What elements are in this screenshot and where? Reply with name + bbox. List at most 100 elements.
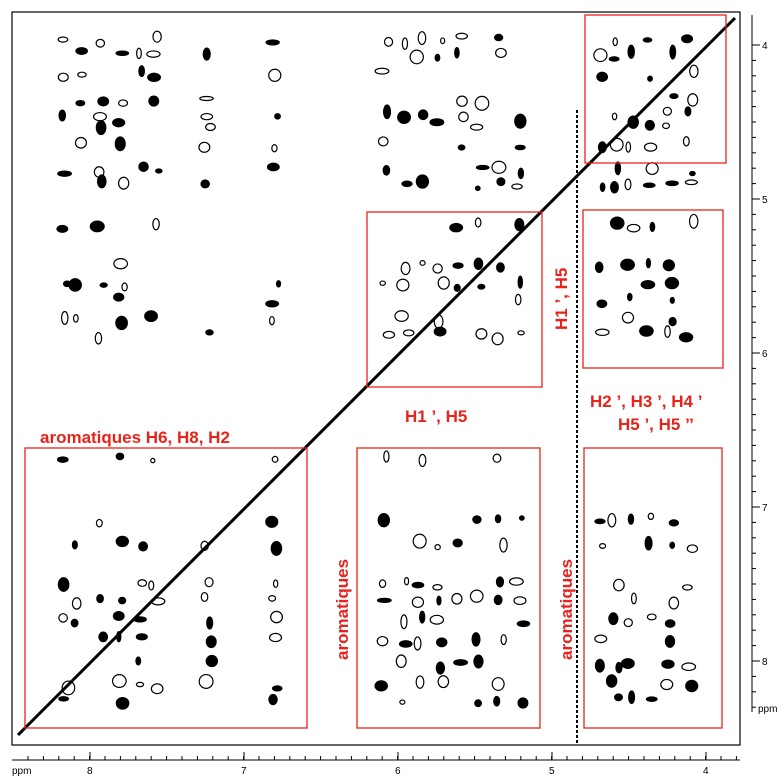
peak [613,578,625,592]
peak [115,535,129,548]
peak [662,259,675,272]
peak [664,634,676,648]
peak [378,579,387,589]
peak [270,610,283,624]
unit-label: ppm [758,704,777,715]
peak [640,280,656,290]
peak [514,144,526,151]
peak [112,118,126,128]
region-box [582,209,724,369]
peak [72,313,79,323]
peak [146,50,161,58]
peak [647,75,653,82]
peak [642,37,653,43]
peak [491,332,504,346]
peak [496,177,506,187]
peak [57,36,69,43]
peak [411,596,425,608]
tick-label: 8 [87,766,93,777]
peak [496,262,505,273]
peak [686,544,699,554]
peak [608,612,619,626]
peak [432,584,443,591]
peak [642,182,656,189]
peak [455,32,469,40]
peak [417,31,427,46]
peak [150,457,156,464]
peak [135,681,145,688]
peak [475,328,488,340]
peak [453,659,468,666]
region-label: aromatiques H6, H8, H2 [40,428,230,447]
peak [508,577,524,586]
peak [682,136,690,147]
peak [376,597,392,603]
peak [58,109,67,122]
peak [202,47,211,61]
peak [268,594,277,602]
peak [115,50,130,56]
peak [409,49,424,65]
peak [274,113,281,120]
peak [456,95,468,107]
peak [612,37,618,47]
peak [415,174,430,189]
peak [198,141,211,153]
peak [94,331,103,345]
peak [400,614,408,630]
peak [678,332,694,343]
peak [147,72,162,82]
peak [608,56,620,62]
region-box [584,14,727,164]
peak [499,537,508,553]
peak [605,674,618,688]
peak [620,658,635,669]
peak [275,280,282,288]
peak [437,276,450,290]
peak [492,453,502,463]
peak [598,542,607,549]
peak [458,111,469,123]
peak [596,299,608,309]
peak [681,662,697,672]
peak [112,610,125,622]
peak [205,329,214,336]
peak [138,541,149,552]
peak [593,48,608,63]
peak [118,596,127,605]
peak [669,541,676,549]
peak [265,300,280,308]
peak [376,635,389,647]
peak [271,144,278,153]
peak [491,160,507,174]
peak [595,328,610,337]
peak [645,162,659,176]
peak [135,656,142,666]
peak [403,576,410,586]
peak [395,654,407,669]
peak [415,675,425,689]
peak [682,584,693,591]
peak [265,515,279,528]
peak [57,170,73,177]
peak [417,109,429,121]
unit-label: ppm [12,766,31,777]
peak [401,180,413,188]
peak [148,95,160,107]
peak [394,310,409,322]
region-box [24,447,308,729]
peak [121,282,128,292]
peak [419,260,426,266]
tick-label: 8 [762,657,768,668]
peak [117,99,129,107]
peak [397,110,412,125]
peak [96,594,104,604]
peak [474,699,482,708]
peak [205,635,217,649]
region-box [356,447,541,729]
peak [644,535,653,551]
peak [138,65,145,78]
peak [265,39,280,46]
peak [377,136,389,147]
peak [150,683,164,695]
